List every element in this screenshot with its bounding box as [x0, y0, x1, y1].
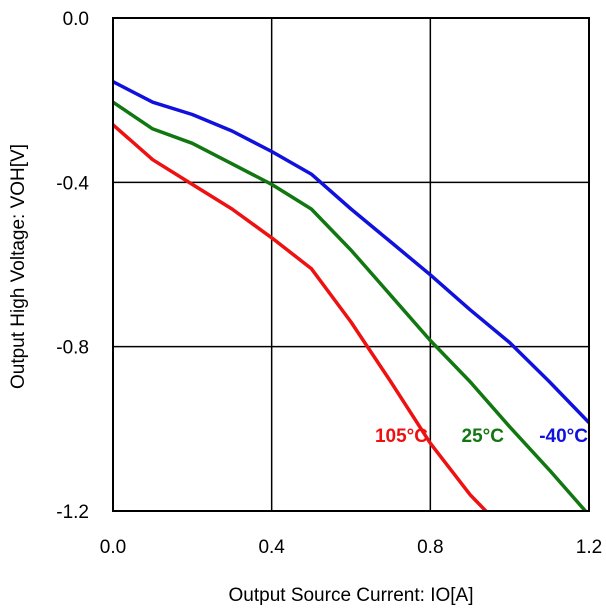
series-label: 105°C: [375, 426, 428, 447]
series-line: [113, 80, 589, 424]
y-axis-label: Output High Voltage: VOH[V]: [8, 144, 29, 389]
tick-labels: 0.0 0.4 0.8 1.2 0.0 -0.4 -0.8 -1.2: [56, 9, 602, 558]
x-tick-label: 0.0: [100, 537, 126, 558]
series-line: [113, 123, 489, 511]
y-tick-label: 0.0: [63, 9, 89, 30]
grid: [113, 18, 589, 511]
x-tick-label: 0.8: [417, 537, 443, 558]
plot-frame: [112, 17, 590, 512]
y-tick-label: -0.8: [56, 338, 89, 359]
y-tick-label: -1.2: [56, 502, 89, 523]
series-labels: 105°C 25°C -40°C: [375, 426, 588, 447]
y-tick-label: -0.4: [56, 173, 89, 194]
series-lines: [113, 80, 589, 511]
x-tick-label: 0.4: [258, 537, 285, 558]
series-label: -40°C: [539, 426, 588, 447]
series-label: 25°C: [462, 426, 505, 447]
x-tick-label: 1.2: [576, 537, 602, 558]
series-line: [113, 100, 588, 511]
x-axis-label: Output Source Current: IO[A]: [229, 585, 474, 606]
